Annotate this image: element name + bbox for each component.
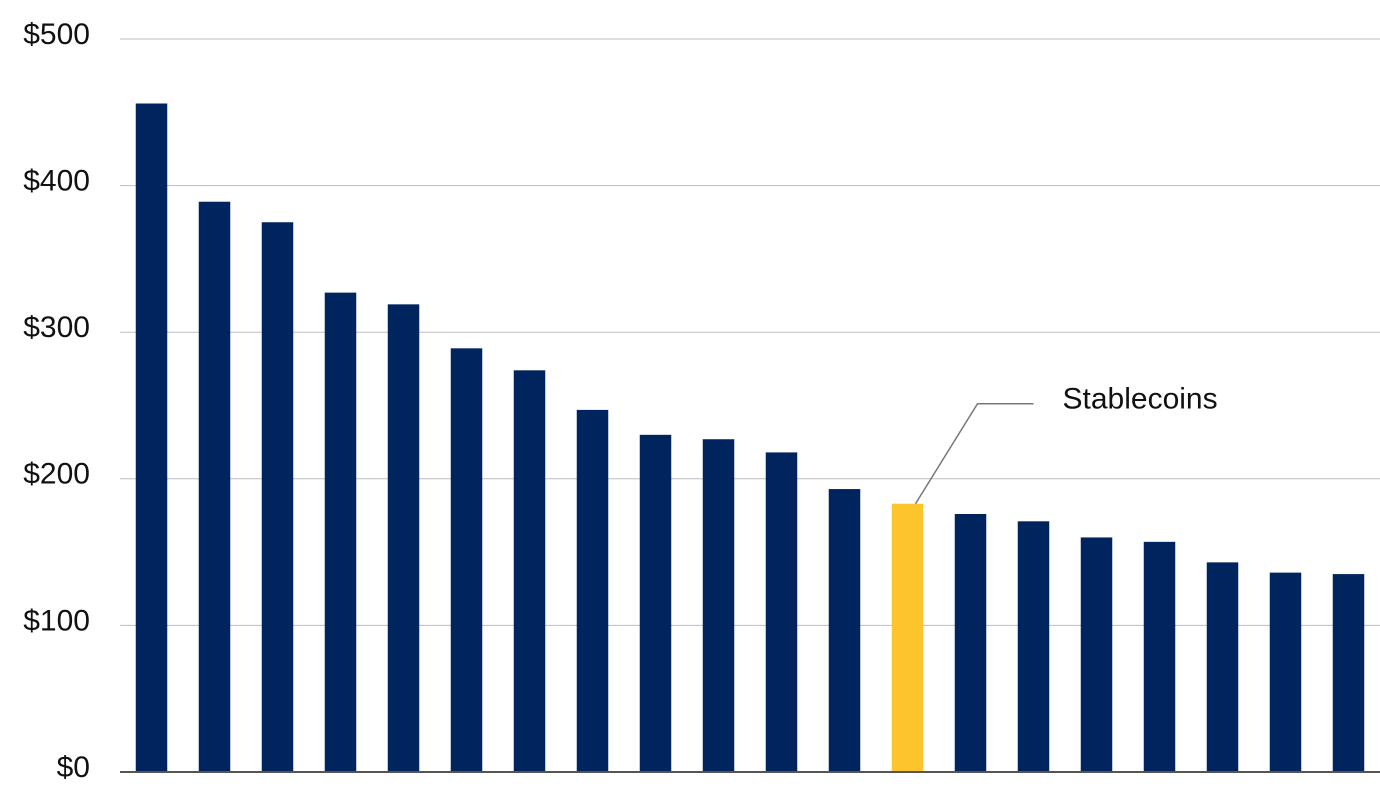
y-tick-label: $0	[57, 751, 90, 784]
bar	[135, 103, 168, 772]
bar	[450, 348, 483, 772]
bar	[576, 409, 609, 772]
bar	[324, 292, 357, 772]
bar	[198, 201, 231, 772]
y-tick-label: $400	[23, 165, 90, 198]
bar	[1143, 541, 1176, 772]
annotation: Stablecoins	[1063, 383, 1218, 416]
bar	[387, 304, 420, 772]
bar	[1332, 574, 1365, 772]
bar	[1269, 572, 1302, 772]
annotation-leader	[914, 402, 1034, 505]
bar	[1017, 521, 1050, 772]
bar	[1206, 562, 1239, 772]
y-tick-label: $500	[23, 18, 90, 51]
bar	[702, 439, 735, 772]
bar	[1080, 537, 1113, 772]
bar	[765, 452, 798, 772]
bar	[639, 434, 672, 772]
bar	[954, 513, 987, 772]
bar	[513, 370, 546, 772]
y-tick-label: $200	[23, 458, 90, 491]
y-tick-label: $100	[23, 604, 90, 637]
y-tick-label: $300	[23, 311, 90, 344]
bar	[828, 489, 861, 772]
bar	[891, 503, 924, 772]
bar	[261, 222, 294, 772]
